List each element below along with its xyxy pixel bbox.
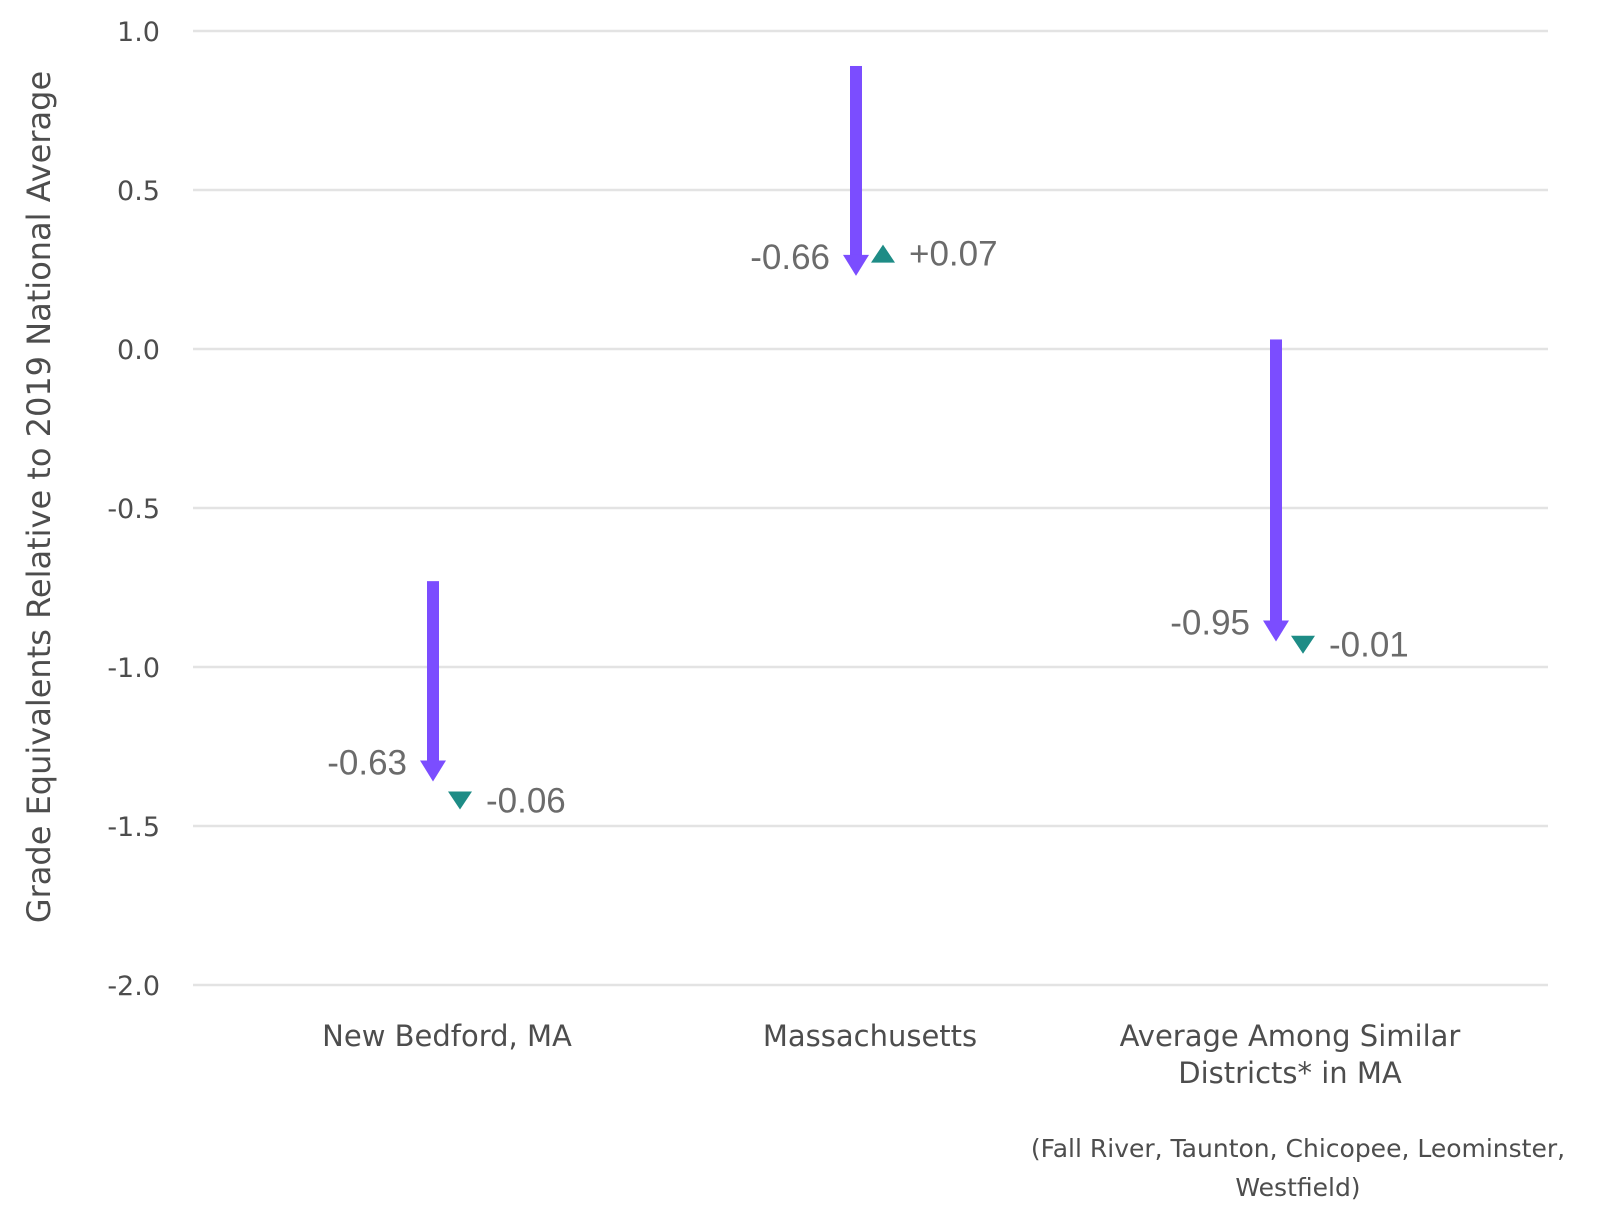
change-marker [1291,635,1315,654]
decline-value-label: -0.66 [750,238,830,277]
y-tick-label: -2.0 [107,971,160,1002]
y-tick-label: 1.0 [117,17,160,48]
category-label: New Bedford, MA [322,1019,572,1053]
change-value-label: +0.07 [909,235,998,274]
decline-arrow-shaft [427,581,439,762]
change-marker [871,244,895,263]
y-tick-label: -1.0 [107,653,160,684]
change-value-label: -0.06 [486,782,566,821]
x-axis-categories: New Bedford, MA Massachusetts Average Amon… [322,1019,1565,1202]
y-tick-label: -0.5 [107,494,160,525]
decline-arrow-shaft [1270,339,1282,622]
plot-marks: -0.63 -0.06 -0.66 +0.07 -0.95 -0.01 [327,65,1409,821]
y-tick-label: 0.5 [117,176,160,207]
y-tick-label: 0.0 [117,335,160,366]
category-label: Districts* in MA [1178,1056,1402,1090]
decline-arrow-head [420,760,446,782]
category-label: Massachusetts [763,1019,977,1053]
decline-value-label: -0.95 [1170,604,1250,643]
decline-arrow-head [843,254,869,276]
decline-value-label: -0.63 [327,743,407,782]
y-axis-label: Grade Equivalents Relative to 2019 Natio… [20,71,58,923]
change-marker [448,791,472,810]
category-note: Westfield) [1235,1173,1360,1202]
y-axis-ticks: 1.0 0.5 0.0 -0.5 -1.0 -1.5 -2.0 [107,17,160,1002]
category-label: Average Among Similar [1120,1019,1461,1053]
gridlines [193,29,1548,987]
decline-arrow-shaft [850,65,862,256]
decline-arrow-head [1263,620,1289,642]
y-tick-label: -1.5 [107,812,160,843]
change-value-label: -0.01 [1329,626,1409,665]
category-note: (Fall River, Taunton, Chicopee, Leominst… [1031,1134,1565,1163]
